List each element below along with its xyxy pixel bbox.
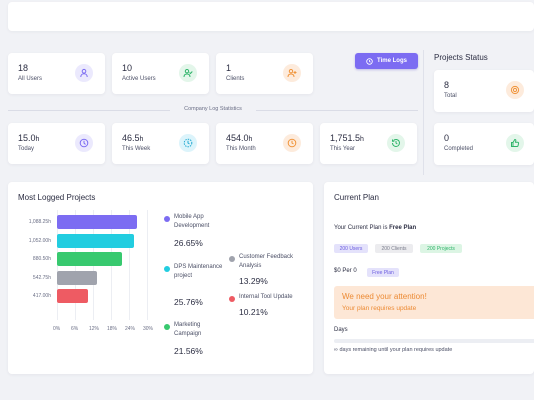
x-tick-label: 6%: [71, 326, 79, 332]
log-unit: h: [139, 136, 144, 143]
current-plan-prefix: Your Current Plan is: [334, 225, 390, 231]
status-value: 0: [444, 133, 450, 143]
user-check-icon: [179, 64, 197, 82]
current-plan-title: Current Plan: [334, 193, 379, 202]
legend-dot: [164, 266, 170, 272]
plan-projects-badge: 200 Projects: [420, 244, 462, 253]
x-tick-label: 12%: [89, 326, 100, 332]
log-unit: h: [360, 136, 364, 143]
legend-dot: [164, 216, 170, 222]
attention-alert: We need your attention! Your plan requir…: [334, 286, 534, 319]
current-plan-panel: Current Plan Your Current Plan is Free P…: [324, 182, 534, 374]
y-tick-label: 1,088.25h: [28, 219, 51, 225]
stat-value: 1: [226, 63, 232, 73]
thumbs-up-icon: [506, 134, 524, 152]
project-status-completed: 0 Completed: [434, 123, 534, 165]
log-label: Today: [18, 146, 35, 152]
plan-clients-badge: 200 Clients: [375, 244, 413, 253]
stat-card-all-users: 18 All Users: [8, 53, 105, 94]
stat-label: Active Users: [122, 76, 156, 82]
status-value: 8: [444, 80, 450, 90]
stat-card-active-users: 10 Active Users: [112, 53, 209, 94]
top-header-bar: [8, 2, 534, 31]
vertical-divider: [423, 50, 424, 175]
history-icon: [387, 134, 405, 152]
clock-icon: [366, 57, 373, 65]
company-log-title: Company Log Statistics: [170, 106, 256, 112]
legend-label: Internal Tool Update: [239, 294, 293, 300]
log-value: 46.5: [122, 133, 140, 143]
stat-label: Clients: [226, 76, 245, 82]
chart-bar[interactable]: [57, 289, 88, 303]
clock-icon: [283, 134, 301, 152]
plan-users-badge: 200 Users: [334, 244, 368, 253]
stat-value: 18: [18, 63, 29, 73]
days-label: Days: [334, 327, 348, 333]
log-card-year: 1,751.5h This Year: [320, 123, 417, 164]
legend-dot: [229, 296, 235, 302]
x-tick-label: 30%: [143, 326, 154, 332]
legend-percent: 26.65%: [174, 238, 203, 248]
status-label: Completed: [444, 146, 474, 152]
log-value: 1,751.5: [330, 133, 361, 143]
log-value: 15.0: [18, 133, 36, 143]
stat-label: All Users: [18, 76, 43, 82]
y-tick-label: 542.75h: [32, 274, 51, 281]
chart-bar[interactable]: [57, 270, 97, 285]
user-plus-icon: [283, 64, 301, 82]
days-remaining-text: ∞ days remaining until your plan require…: [334, 347, 453, 353]
log-label: This Year: [330, 146, 356, 152]
stat-value: 10: [122, 63, 133, 73]
chart-bar[interactable]: [57, 252, 122, 266]
projects-status-title: Projects Status: [434, 53, 488, 62]
plan-price: $0 Per 0: [334, 268, 357, 274]
legend-label: Customer Feedback Analysis: [239, 254, 294, 269]
x-tick-label: 18%: [107, 326, 118, 332]
y-tick-label: 417.00h: [32, 293, 51, 299]
log-unit: h: [35, 136, 40, 143]
stat-card-clients: 1 Clients: [216, 53, 313, 94]
log-card-week: 46.5h This Week: [112, 123, 209, 164]
log-card-month: 454.0h This Month: [216, 123, 313, 164]
log-value: 454.0: [226, 133, 249, 143]
clock-dashed-icon: [179, 134, 197, 152]
legend-dot: [229, 256, 235, 262]
x-tick-label: 24%: [125, 326, 136, 332]
y-tick-label: 1,052.00h: [28, 237, 51, 244]
time-logs-label: Time Logs: [377, 58, 407, 64]
log-label: This Week: [122, 146, 151, 152]
most-logged-title: Most Logged Projects: [18, 193, 96, 202]
user-icon: [75, 64, 93, 82]
legend-percent: 21.56%: [174, 346, 203, 356]
legend-percent: 13.29%: [239, 276, 268, 286]
log-label: This Month: [226, 146, 256, 152]
days-progress-bar: [334, 339, 534, 343]
time-logs-button[interactable]: Time Logs: [355, 53, 418, 69]
chart-bar[interactable]: [57, 215, 137, 229]
chart-bar[interactable]: [57, 233, 135, 248]
target-icon: [506, 81, 524, 99]
legend-dot: [164, 324, 170, 330]
y-tick-label: 880.50h: [32, 256, 51, 262]
alert-title: We need your attention!: [342, 292, 427, 301]
chart-gridline: [147, 210, 148, 320]
plan-price-badge: Free Plan: [367, 268, 399, 277]
legend-label: Mobile App Development: [174, 214, 210, 229]
status-label: Total: [444, 93, 457, 99]
clock-rotate-icon: [75, 134, 93, 152]
current-plan-line: Your Current Plan is Free Plan: [334, 225, 416, 231]
project-status-total: 8 Total: [434, 70, 534, 112]
log-card-today: 15.0h Today: [8, 123, 105, 164]
legend-label: DPS Maintenance project: [174, 264, 223, 279]
x-tick-label: 0%: [53, 326, 61, 332]
legend-percent: 10.21%: [239, 307, 268, 317]
log-unit: h: [248, 136, 253, 143]
alert-text: Your plan requires update: [342, 305, 417, 312]
legend-percent: 25.76%: [174, 297, 203, 307]
current-plan-name: Free Plan: [389, 225, 417, 231]
chart-gridline: [129, 210, 130, 320]
legend-label: Marketing Campaign: [174, 322, 202, 337]
